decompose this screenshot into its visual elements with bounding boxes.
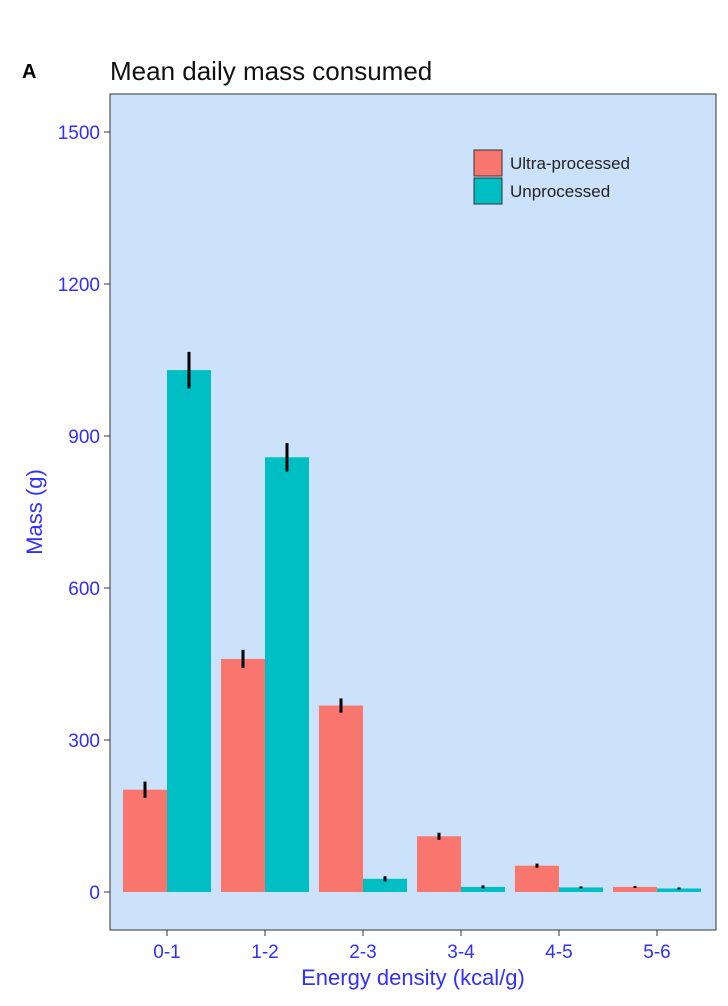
legend-swatch [473, 177, 503, 205]
x-tick-label: 0-1 [153, 942, 180, 963]
bar-ultra-processed-4-5 [515, 865, 559, 892]
y-tick-label: 600 [68, 579, 100, 600]
x-tick-label: 2-3 [349, 942, 376, 963]
bar-unprocessed-1-2 [265, 457, 309, 892]
y-tick-label: 300 [68, 731, 100, 752]
y-tick-label: 1200 [58, 275, 100, 296]
x-tick-label: 1-2 [251, 942, 278, 963]
bar-ultra-processed-5-6 [613, 886, 657, 892]
bar-ultra-processed-1-2 [221, 658, 265, 892]
panel-label: A [22, 61, 36, 83]
x-tick-label: 3-4 [447, 942, 475, 963]
bar-ultra-processed-0-1 [123, 789, 167, 892]
x-tick-label: 5-6 [643, 942, 670, 963]
legend: Ultra-processed Unprocessed [473, 149, 630, 205]
legend-swatch [473, 149, 503, 177]
x-tick-label: 4-5 [545, 942, 572, 963]
bar-unprocessed-0-1 [167, 370, 211, 893]
y-axis-label: Mass (g) [22, 469, 47, 555]
bar-unprocessed-5-6 [657, 888, 701, 892]
bar-unprocessed-4-5 [559, 887, 603, 892]
legend-label: Ultra-processed [510, 154, 630, 173]
bar-ultra-processed-3-4 [417, 836, 461, 892]
bar-unprocessed-3-4 [461, 886, 505, 892]
y-tick-label: 900 [68, 427, 100, 448]
chart-title: Mean daily mass consumed [110, 56, 432, 86]
legend-label: Unprocessed [510, 182, 610, 201]
bar-ultra-processed-2-3 [319, 705, 363, 892]
y-tick-label: 1500 [58, 123, 100, 144]
x-axis-label: Energy density (kcal/g) [301, 965, 525, 990]
y-tick-label: 0 [89, 883, 100, 904]
bar-unprocessed-2-3 [363, 878, 407, 892]
